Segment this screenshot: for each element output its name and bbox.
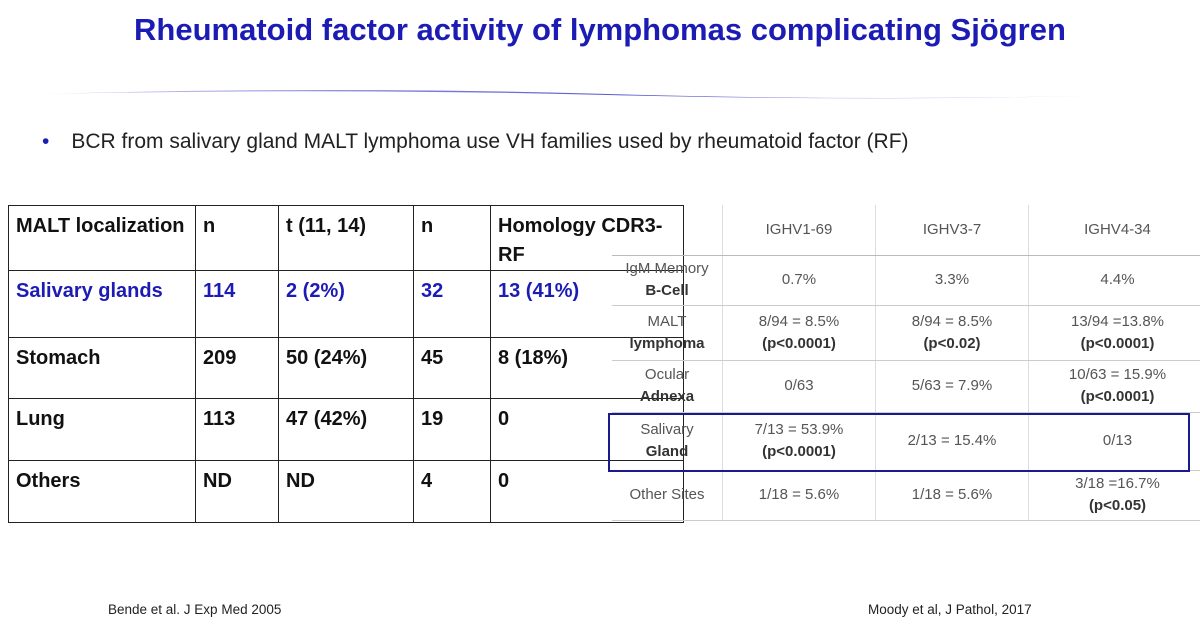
row-label: Salivary Gland [612,412,723,471]
cell-line: IgM Memory [625,260,709,277]
table-cell: 114 [195,270,279,338]
table-cell: 19 [413,398,491,461]
column-header: IGHV1-69 [722,205,876,256]
bullet-text: BCR from salivary gland MALT lymphoma us… [71,130,909,153]
cell-line: 2/13 = 15.4% [907,432,997,449]
table-cell: 3/18 =16.7% (p<0.05) [1028,470,1200,521]
table-cell: 32 [413,270,491,338]
table-row: IgM Memory B-Cell 0.7% 3.3% 4.4% [612,255,1200,306]
cell-line: (p<0.0001) [1080,388,1155,405]
cell-line: Gland [645,443,689,460]
table-cell: ND [278,460,414,523]
table-cell: 1/18 = 5.6% [875,470,1029,521]
cell-line: (p<0.02) [923,334,981,352]
row-label: IgM Memory B-Cell [612,255,723,306]
column-header: IGHV3-7 [875,205,1029,256]
cell-line: (p<0.0001) [762,443,836,460]
table-cell: 5/63 = 7.9% [875,360,1029,413]
table-cell: 4 [413,460,491,523]
table-row: Salivary Gland 7/13 = 53.9% (p<0.0001) 2/13 … [612,412,1200,471]
row-label: Other Sites [612,470,723,521]
citation: Bende et al. J Exp Med 2005 [108,602,282,617]
table-row: Lung 113 47 (42%) 19 0 [8,398,684,461]
cell-line: Other Sites [629,486,705,503]
table-cell: 3.3% [875,255,1029,306]
table-row: Others ND ND 4 0 [8,460,684,523]
cell-line: Adnexa [639,388,695,405]
table-cell: 50 (24%) [278,337,414,399]
table-cell: n [413,205,491,271]
table-cell: Others [8,460,196,523]
table-cell: 113 [195,398,279,461]
table-cell: 4.4% [1028,255,1200,306]
cell-line: Salivary [640,421,694,438]
table-cell: 13/94 =13.8% (p<0.0001) [1028,305,1200,361]
table-cell: Lung [8,398,196,461]
cell-line: 7/13 = 53.9% [754,421,844,438]
table-cell: 47 (42%) [278,398,414,461]
table-cell: 8/94 = 8.5% (p<0.0001) [722,305,876,361]
table-cell: 2/13 = 15.4% [875,412,1029,471]
table-row: Salivary glands 114 2 (2%) 32 13 (41%) [8,270,684,338]
table-ighv-usage: IGHV1-69 IGHV3-7 IGHV4-34 IgM Memory B-Cell 0… [612,205,1200,521]
cell-line: 0/63 [784,377,814,394]
cell-line: 0.7% [781,271,817,288]
table-cell: t (11, 14) [278,205,414,271]
cell-line: 8/94 = 8.5% [758,312,840,330]
cell-line: (p<0.05) [1088,497,1147,514]
table-row: Other Sites 1/18 = 5.6% 1/18 = 5.6% 3/18 =1… [612,470,1200,521]
decorative-divider [48,90,1168,99]
cell-line: 1/18 = 5.6% [911,486,993,503]
table-cell: MALT localization [8,205,196,271]
cell-line: B-Cell [645,282,689,299]
table-cell: 0.7% [722,255,876,306]
cell-line: 4.4% [1100,271,1135,288]
cell-line: 3.3% [934,271,970,288]
row-label: MALT lymphoma [612,305,723,361]
cell-line: Ocular [644,366,690,383]
cell-line: 8/94 = 8.5% [911,312,993,330]
cell-line: 5/63 = 7.9% [911,377,993,394]
table-cell: 0/63 [722,360,876,413]
cell-line: 3/18 =16.7% [1075,475,1160,492]
table-cell: ND [195,460,279,523]
cell-line: lymphoma [629,334,705,352]
table-row: Ocular Adnexa 0/63 5/63 = 7.9% 10/63 = 15.9%… [612,360,1200,413]
citation: Moody et al, J Pathol, 2017 [868,602,1032,617]
bullet-point: • BCR from salivary gland MALT lymphoma u… [42,130,909,153]
cell-line: 10/63 = 15.9% [1068,366,1167,383]
table-cell: 209 [195,337,279,399]
table-malt-localization: MALT localization n t (11, 14) n Homology CD… [8,205,684,523]
table-row: Stomach 209 50 (24%) 45 8 (18%) [8,337,684,399]
table-cell: 7/13 = 53.9% (p<0.0001) [722,412,876,471]
table-cell: 1/18 = 5.6% [722,470,876,521]
cell-line: 0/13 [1102,432,1133,449]
table-header: IGHV1-69 IGHV3-7 IGHV4-34 [612,205,1200,256]
table-cell: 45 [413,337,491,399]
table-header: MALT localization n t (11, 14) n Homology CD… [8,205,684,271]
slide-title: Rheumatoid factor activity of lymphomas … [134,12,1066,47]
cell-line: MALT [647,312,687,330]
table-cell: 0/13 [1028,412,1200,471]
table-cell: Salivary glands [8,270,196,338]
table-cell: n [195,205,279,271]
highlight-box [608,413,1190,472]
table-cell: Stomach [8,337,196,399]
row-label: Ocular Adnexa [612,360,723,413]
table-cell [612,205,723,256]
table-cell: 10/63 = 15.9% (p<0.0001) [1028,360,1200,413]
table-row: MALT lymphoma 8/94 = 8.5% (p<0.0001) 8/94 = … [612,305,1200,361]
table-cell: 8/94 = 8.5% (p<0.02) [875,305,1029,361]
table-cell: 2 (2%) [278,270,414,338]
cell-line: 1/18 = 5.6% [758,486,840,503]
cell-line: (p<0.0001) [1080,334,1155,352]
column-header: IGHV4-34 [1028,205,1200,256]
cell-line: (p<0.0001) [762,334,836,352]
cell-line: 13/94 =13.8% [1071,312,1164,330]
